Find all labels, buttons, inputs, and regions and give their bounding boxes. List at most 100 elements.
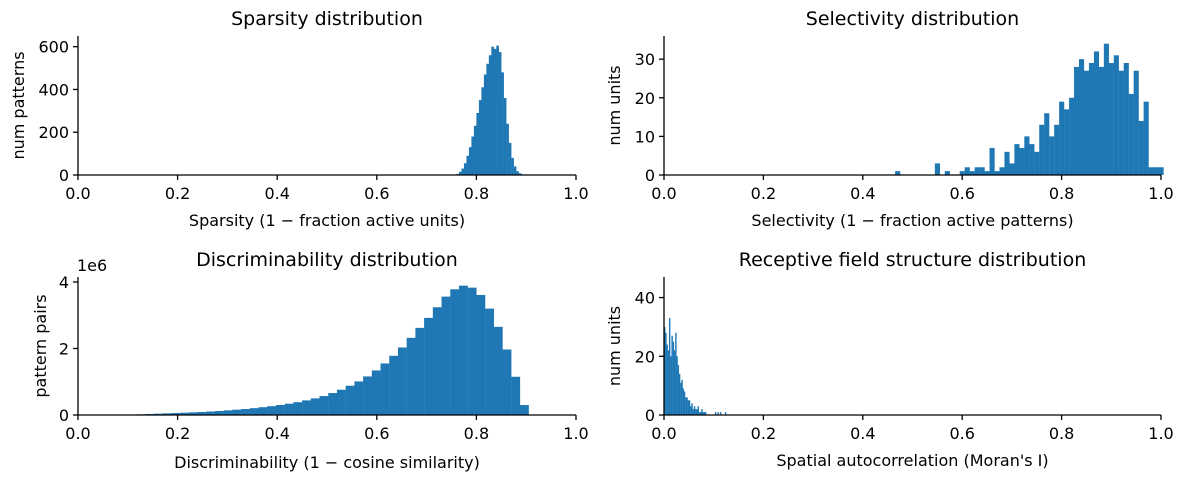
x-tick-label: 0.4: [264, 424, 289, 443]
histogram-bar: [944, 171, 950, 175]
histogram-bar: [999, 167, 1005, 175]
histogram-bar: [666, 344, 668, 415]
histogram-bar: [686, 397, 688, 415]
histogram-bar: [241, 409, 250, 415]
histogram-bar: [676, 356, 678, 415]
histogram-bar: [1108, 63, 1114, 175]
histogram-bar: [415, 327, 425, 415]
x-tick-label: 0.0: [651, 184, 676, 203]
histogram-bar: [693, 406, 696, 415]
histogram-bar: [695, 409, 697, 415]
histogram-bar: [508, 142, 512, 175]
y-tick-label: 30: [635, 50, 655, 69]
histogram-bar: [680, 382, 682, 415]
x-tick-label: 0.2: [751, 424, 776, 443]
histogram-bar: [1153, 167, 1159, 175]
histogram-bar: [688, 400, 691, 415]
histogram-bar: [984, 171, 990, 175]
histogram-bar: [481, 87, 485, 175]
histogram-bar: [1039, 124, 1045, 175]
x-tick-label: 0.2: [165, 424, 190, 443]
histogram-bar: [363, 376, 372, 415]
y-tick-label: 0: [645, 166, 655, 185]
histogram-bar: [389, 355, 399, 415]
histogram-bar: [206, 411, 216, 415]
histogram-bar: [503, 98, 507, 175]
histogram-bar: [1014, 144, 1020, 175]
histogram-bar: [519, 405, 529, 415]
x-tick-label: 0.6: [364, 184, 389, 203]
histogram-bar: [665, 332, 667, 415]
x-tick-label: 0.4: [850, 424, 875, 443]
histogram-bar: [683, 391, 686, 415]
histogram-bar: [667, 350, 670, 415]
axis-offset-label: 1e6: [77, 256, 107, 275]
x-axis-label: Discriminability (1 − cosine similarity): [174, 453, 480, 472]
chart-title: Discriminability distribution: [196, 249, 458, 271]
histogram-bar: [214, 411, 224, 415]
histogram-bar: [354, 381, 364, 415]
histogram-bar: [1138, 120, 1144, 175]
histogram-bar: [1044, 113, 1050, 175]
histogram-bar: [458, 285, 468, 415]
y-axis-label: num units: [605, 65, 624, 145]
histogram-bar: [171, 413, 181, 415]
histogram-bar: [441, 296, 451, 415]
histogram-bar: [302, 400, 311, 415]
histogram-bar: [1029, 144, 1035, 175]
histogram-bar: [1009, 163, 1015, 175]
histogram-bar: [275, 405, 285, 415]
histogram-bar: [675, 332, 677, 415]
x-tick-label: 0.0: [65, 424, 90, 443]
x-tick-label: 0.0: [651, 424, 676, 443]
chart-title: Receptive field structure distribution: [739, 249, 1087, 271]
histogram-bar: [1113, 55, 1119, 175]
chart-panel-1: 0.0 0.2 0.4 0.6 0.8 1.0 0 200 400 600 Sparsity dis…: [9, 8, 589, 230]
histogram-bar: [293, 402, 303, 415]
histogram-bar: [498, 52, 502, 175]
histogram-bar: [1098, 66, 1104, 175]
histogram-bar: [267, 406, 277, 415]
histogram-bar: [673, 350, 676, 415]
histogram-bar: [406, 337, 416, 415]
histogram-bar: [714, 412, 717, 415]
histogram-bar: [671, 335, 673, 415]
histogram-bar: [466, 155, 470, 175]
histogram-bar: [701, 409, 703, 415]
histogram-bar: [974, 167, 980, 175]
histogram-bar: [483, 74, 487, 175]
histogram-bar: [249, 408, 259, 415]
histogram-bar: [1024, 136, 1030, 175]
histogram-bar: [668, 318, 671, 415]
histogram-bars: [456, 45, 524, 176]
histogram-bar: [380, 363, 390, 415]
histogram-bar: [696, 409, 698, 415]
y-tick-label: 20: [635, 89, 655, 108]
histogram-bar: [1093, 51, 1100, 175]
histogram-bar: [516, 171, 519, 175]
x-tick-label: 0.6: [949, 424, 974, 443]
histogram-bar: [336, 389, 346, 415]
histogram-bar: [664, 326, 666, 415]
histogram-bars: [664, 318, 727, 415]
histogram-bar: [681, 379, 683, 415]
histogram-bar: [1004, 151, 1010, 175]
histogram-bar: [703, 412, 706, 415]
histogram-bar: [496, 45, 499, 175]
histogram-bar: [424, 317, 433, 415]
histogram-bar: [1074, 66, 1080, 175]
histogram-bar: [959, 171, 965, 175]
histogram-bar: [1059, 101, 1065, 175]
histogram-bar: [670, 356, 672, 415]
histogram-bar: [1054, 124, 1060, 175]
histogram-bar: [473, 125, 477, 175]
histogram-bar: [700, 412, 702, 415]
histogram-bar: [153, 413, 163, 415]
histogram-bar: [1034, 151, 1040, 175]
histogram-bar: [493, 48, 497, 176]
histogram-bar: [478, 100, 482, 175]
histogram-bar: [488, 55, 492, 175]
y-axis-label: num patterns: [9, 51, 28, 159]
y-tick-label: 0: [59, 406, 69, 425]
histogram-bar: [458, 171, 462, 175]
